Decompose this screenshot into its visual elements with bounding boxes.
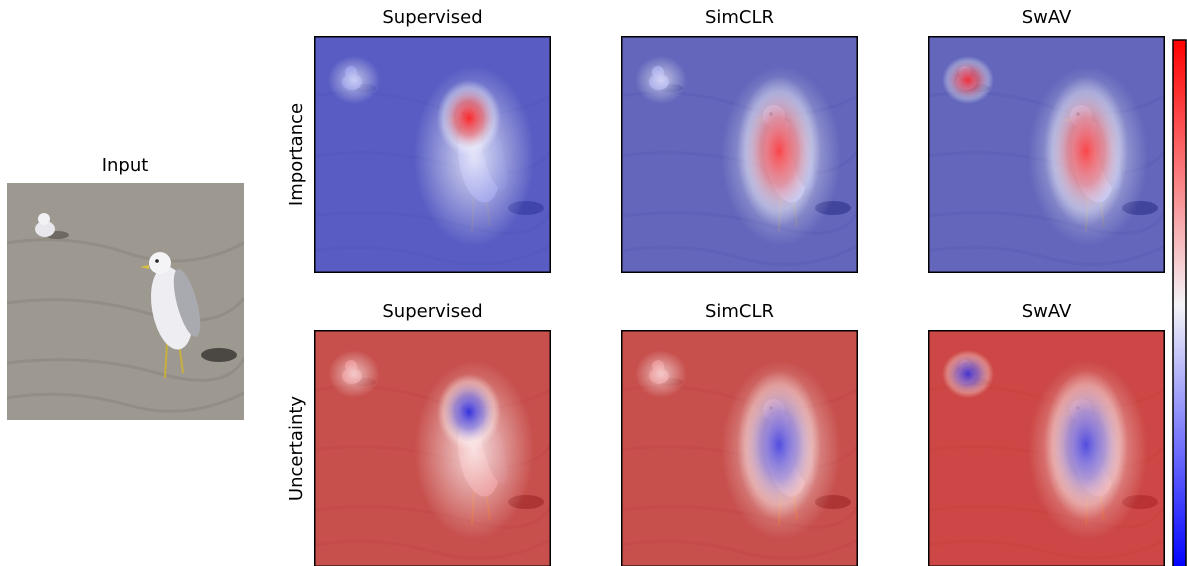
panel-frame [928, 330, 1165, 566]
heatmap-hotspot [328, 56, 380, 104]
input-image [7, 183, 244, 420]
panel-frame [314, 330, 551, 566]
panel-frame [621, 330, 858, 566]
panel-frame [928, 36, 1165, 273]
panel-title: Supervised [382, 301, 482, 322]
panel-title: SimCLR [705, 301, 774, 322]
heatmap-hotspot [635, 56, 687, 104]
heatmap-hotspot [942, 56, 994, 104]
row-label: Importance [286, 103, 307, 206]
heatmap [928, 36, 1165, 273]
heatmap-hotspot [437, 374, 501, 450]
heatmap-hotspot [635, 350, 687, 398]
heatmap-hotspot [737, 370, 821, 520]
panel-title: SimCLR [705, 7, 774, 28]
panel-frame [621, 36, 858, 273]
heatmap-hotspot [328, 350, 380, 398]
heatmap [928, 330, 1165, 566]
heatmap [621, 330, 858, 566]
heatmap [314, 330, 551, 566]
row-label: Uncertainty [286, 396, 307, 502]
colorbar [1172, 39, 1187, 566]
panel-frame [314, 36, 551, 273]
heatmap-hotspot [1044, 370, 1128, 520]
panel-title: SwAV [1022, 301, 1072, 322]
heatmap-hotspot [1044, 76, 1128, 226]
panel-title: Supervised [382, 7, 482, 28]
heatmap-hotspot [942, 350, 994, 398]
input-title: Input [102, 155, 149, 176]
heatmap-hotspot [437, 80, 501, 156]
heatmap [621, 36, 858, 273]
heatmap [314, 36, 551, 273]
heatmap-hotspot [737, 76, 821, 226]
panel-title: SwAV [1022, 7, 1072, 28]
